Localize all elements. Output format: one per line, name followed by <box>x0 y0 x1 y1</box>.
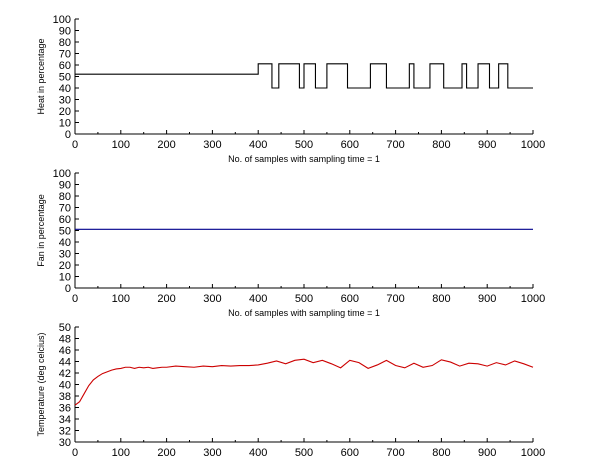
y-tick-label: 80 <box>59 37 71 49</box>
x-axis-label: No. of samples with sampling time = 1 <box>228 154 380 164</box>
y-tick-label: 90 <box>59 180 71 192</box>
subplot-2: 0 100 200 300 400 500 600 700 800 900 1000 01020304… <box>36 168 545 318</box>
y-tick-label: 50 <box>59 226 71 238</box>
y-axis-label: Fan in percentage <box>36 194 46 267</box>
x-tick-label: 500 <box>295 293 313 305</box>
y-tick-label: 32 <box>59 426 71 438</box>
x-tick-label: 200 <box>157 139 175 151</box>
series-line-1 <box>74 358 534 406</box>
x-tick-label: 0 <box>72 139 78 151</box>
y-tick-label: 20 <box>59 260 71 272</box>
x-tick-label: 700 <box>386 139 404 151</box>
y-axis-label: Temperature (deg celcius) <box>36 332 46 436</box>
y-tick-label: 40 <box>59 380 71 392</box>
y-tick-label: 48 <box>59 334 71 346</box>
x-tick-label: 0 <box>72 447 78 459</box>
x-tick-label: 600 <box>341 447 359 459</box>
x-tick-label: 700 <box>386 293 404 305</box>
y-tick-label: 34 <box>59 414 71 426</box>
x-tick-label: 100 <box>112 293 130 305</box>
y-tick-label: 80 <box>59 191 71 203</box>
y-tick-label: 40 <box>59 83 71 95</box>
y-tick-label: 38 <box>59 391 71 403</box>
x-tick-label: 200 <box>157 293 175 305</box>
series-line-1 <box>75 63 533 89</box>
y-tick-label: 36 <box>59 403 71 415</box>
y-tick-label: 30 <box>59 249 71 261</box>
subplot-3: 0 100 200 300 400 500 600 700 800 900 1000 30323436… <box>36 322 545 459</box>
x-tick-label: 900 <box>478 447 496 459</box>
x-tick-label: 900 <box>478 139 496 151</box>
y-tick-label: 0 <box>65 129 71 141</box>
y-tick-label: 70 <box>59 203 71 215</box>
x-tick-label: 400 <box>249 293 267 305</box>
x-tick-label: 300 <box>203 447 221 459</box>
x-tick-label: 300 <box>203 293 221 305</box>
y-tick-label: 50 <box>59 322 71 334</box>
x-axis-label: No. of samples with sampling time = 1 <box>228 308 380 318</box>
x-tick-label: 800 <box>432 293 450 305</box>
x-tick-label: 400 <box>249 447 267 459</box>
x-tick-label: 600 <box>341 139 359 151</box>
y-tick-label: 100 <box>53 14 71 26</box>
y-axis-label: Heat in percentage <box>36 38 46 114</box>
y-tick-label: 30 <box>59 437 71 449</box>
y-tick-label: 60 <box>59 60 71 72</box>
y-tick-label: 0 <box>65 283 71 295</box>
y-tick-label: 60 <box>59 214 71 226</box>
y-tick-label: 50 <box>59 72 71 84</box>
x-tick-label: 600 <box>341 293 359 305</box>
x-tick-label: 1000 <box>521 139 545 151</box>
y-tick-label: 30 <box>59 95 71 107</box>
y-tick-label: 20 <box>59 106 71 118</box>
y-tick-label: 46 <box>59 345 71 357</box>
y-tick-label: 42 <box>59 368 71 380</box>
y-tick-label: 10 <box>59 272 71 284</box>
x-tick-label: 1000 <box>521 293 545 305</box>
x-tick-label: 1000 <box>521 447 545 459</box>
y-tick-label: 70 <box>59 49 71 61</box>
x-tick-label: 500 <box>295 139 313 151</box>
x-tick-label: 900 <box>478 293 496 305</box>
y-tick-label: 90 <box>59 26 71 38</box>
subplot-1: 0 100 200 300 400 500 600 700 800 900 1000 01020304… <box>36 14 545 164</box>
y-tick-label: 100 <box>53 168 71 180</box>
x-tick-label: 400 <box>249 139 267 151</box>
x-tick-label: 700 <box>386 447 404 459</box>
y-tick-label: 44 <box>59 357 71 369</box>
x-tick-label: 500 <box>295 447 313 459</box>
x-tick-label: 0 <box>72 293 78 305</box>
x-tick-label: 800 <box>432 139 450 151</box>
x-tick-label: 300 <box>203 139 221 151</box>
y-tick-label: 40 <box>59 237 71 249</box>
x-tick-label: 100 <box>112 139 130 151</box>
x-tick-label: 100 <box>112 447 130 459</box>
x-tick-label: 200 <box>157 447 175 459</box>
y-tick-label: 10 <box>59 118 71 130</box>
x-tick-label: 800 <box>432 447 450 459</box>
